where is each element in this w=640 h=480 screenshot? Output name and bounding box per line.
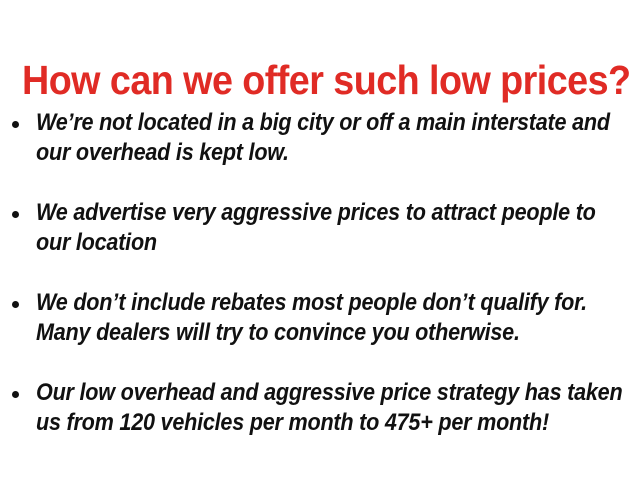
list-item-text: We don’t include rebates most people don…: [36, 289, 587, 346]
bullet-list: We’re not located in a big city or off a…: [0, 108, 640, 468]
bullet-point-icon: [12, 211, 19, 218]
list-item-text: We advertise very aggressive prices to a…: [36, 199, 596, 256]
list-item-text: We’re not located in a big city or off a…: [36, 109, 610, 166]
list-item: Our low overhead and aggressive price st…: [0, 378, 640, 468]
list-item-text: Our low overhead and aggressive price st…: [36, 379, 623, 436]
list-item: We don’t include rebates most people don…: [0, 288, 640, 378]
bullet-point-icon: [12, 121, 19, 128]
bullet-point-icon: [12, 391, 19, 398]
page-title: How can we offer such low prices?: [22, 57, 631, 104]
bullet-point-icon: [12, 301, 19, 308]
list-item: We advertise very aggressive prices to a…: [0, 198, 640, 288]
list-item: We’re not located in a big city or off a…: [0, 108, 640, 198]
